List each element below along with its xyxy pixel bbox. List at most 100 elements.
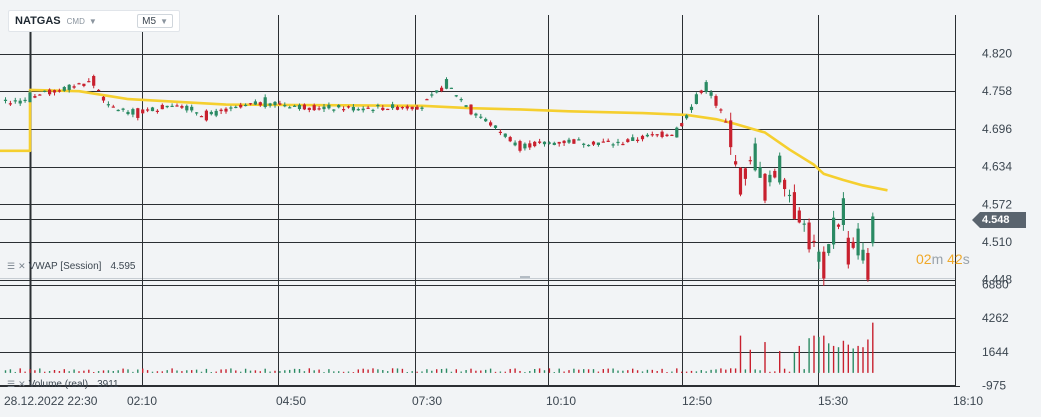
candle[interactable]	[72, 84, 76, 89]
candle[interactable]	[155, 109, 159, 114]
candle[interactable]	[714, 94, 718, 109]
close-x-icon[interactable]: ✕	[18, 261, 26, 271]
candle[interactable]	[518, 139, 522, 153]
candle[interactable]	[440, 85, 444, 93]
candle[interactable]	[469, 104, 473, 116]
candle[interactable]	[758, 161, 762, 178]
candle[interactable]	[616, 138, 620, 146]
candle[interactable]	[528, 140, 532, 150]
candle[interactable]	[493, 125, 498, 130]
candle[interactable]	[587, 144, 591, 147]
candle[interactable]	[219, 108, 223, 115]
candle[interactable]	[18, 98, 22, 106]
candle[interactable]	[846, 230, 850, 269]
candle[interactable]	[97, 89, 101, 92]
candle[interactable]	[567, 137, 571, 144]
candle[interactable]	[454, 95, 458, 98]
candle[interactable]	[366, 105, 370, 109]
candle[interactable]	[371, 108, 375, 114]
candle[interactable]	[62, 85, 66, 92]
candle[interactable]	[391, 101, 395, 110]
candle[interactable]	[709, 90, 713, 99]
candle[interactable]	[812, 234, 816, 247]
candle[interactable]	[836, 223, 841, 230]
candle[interactable]	[689, 104, 694, 113]
candle[interactable]	[82, 83, 86, 88]
candle[interactable]	[577, 137, 581, 141]
candle[interactable]	[77, 82, 81, 85]
timeframe-selector[interactable]: M5 ▼	[137, 14, 173, 28]
candle[interactable]	[395, 105, 400, 111]
candle[interactable]	[738, 167, 743, 197]
candle[interactable]	[753, 137, 757, 172]
candle[interactable]	[484, 117, 488, 123]
candle[interactable]	[43, 90, 47, 93]
candle[interactable]	[601, 138, 605, 143]
candle[interactable]	[626, 138, 630, 143]
candle[interactable]	[48, 88, 52, 96]
candle[interactable]	[503, 133, 507, 139]
candle[interactable]	[552, 141, 556, 146]
candle[interactable]	[376, 103, 380, 109]
candle[interactable]	[729, 112, 733, 155]
candle[interactable]	[866, 248, 870, 282]
candle[interactable]	[827, 243, 831, 256]
candle[interactable]	[851, 237, 855, 250]
candle[interactable]	[606, 138, 610, 143]
candle[interactable]	[856, 223, 860, 260]
candle[interactable]	[33, 94, 37, 99]
candle[interactable]	[23, 97, 27, 103]
candles[interactable]	[3, 74, 875, 286]
candle[interactable]	[748, 156, 752, 165]
candle[interactable]	[57, 88, 61, 93]
candle[interactable]	[591, 140, 596, 147]
symbol-selector[interactable]: NATGAS CMD ▼ M5 ▼	[8, 10, 180, 32]
candle[interactable]	[773, 168, 777, 179]
candle[interactable]	[106, 101, 110, 108]
candle[interactable]	[209, 110, 213, 116]
candle[interactable]	[743, 167, 747, 186]
pane-divider-handle[interactable]	[520, 276, 530, 278]
candle[interactable]	[449, 87, 453, 89]
candle[interactable]	[675, 126, 679, 138]
candle[interactable]	[778, 152, 782, 185]
candle[interactable]	[611, 142, 615, 148]
candle[interactable]	[533, 140, 537, 148]
candle[interactable]	[52, 89, 57, 96]
candle[interactable]	[312, 103, 316, 111]
candle[interactable]	[596, 142, 600, 147]
candle[interactable]	[307, 107, 311, 113]
candle[interactable]	[253, 99, 257, 106]
candle[interactable]	[386, 108, 390, 111]
candle[interactable]	[322, 104, 326, 113]
candle[interactable]	[665, 133, 669, 137]
candle[interactable]	[685, 114, 689, 120]
candle[interactable]	[268, 102, 272, 108]
candle[interactable]	[430, 91, 434, 98]
candle[interactable]	[734, 154, 738, 167]
candle[interactable]	[234, 105, 238, 109]
candle[interactable]	[768, 170, 772, 187]
candle[interactable]	[787, 189, 792, 203]
candle[interactable]	[332, 109, 336, 113]
candle[interactable]	[660, 130, 664, 139]
candle[interactable]	[523, 142, 527, 151]
candle[interactable]	[420, 106, 424, 111]
candle[interactable]	[410, 106, 414, 111]
candle[interactable]	[783, 177, 787, 197]
candle[interactable]	[317, 106, 321, 111]
candle[interactable]	[405, 104, 409, 111]
candle[interactable]	[141, 109, 145, 114]
candle[interactable]	[111, 104, 115, 108]
candle[interactable]	[8, 100, 12, 106]
candle[interactable]	[185, 104, 189, 113]
candle[interactable]	[204, 109, 208, 122]
candle[interactable]	[724, 118, 728, 123]
candle[interactable]	[146, 107, 150, 113]
candle[interactable]	[792, 184, 796, 220]
candle[interactable]	[538, 138, 542, 145]
candle[interactable]	[680, 122, 684, 127]
candle[interactable]	[346, 105, 351, 109]
candle[interactable]	[547, 141, 551, 145]
candle[interactable]	[425, 98, 429, 101]
